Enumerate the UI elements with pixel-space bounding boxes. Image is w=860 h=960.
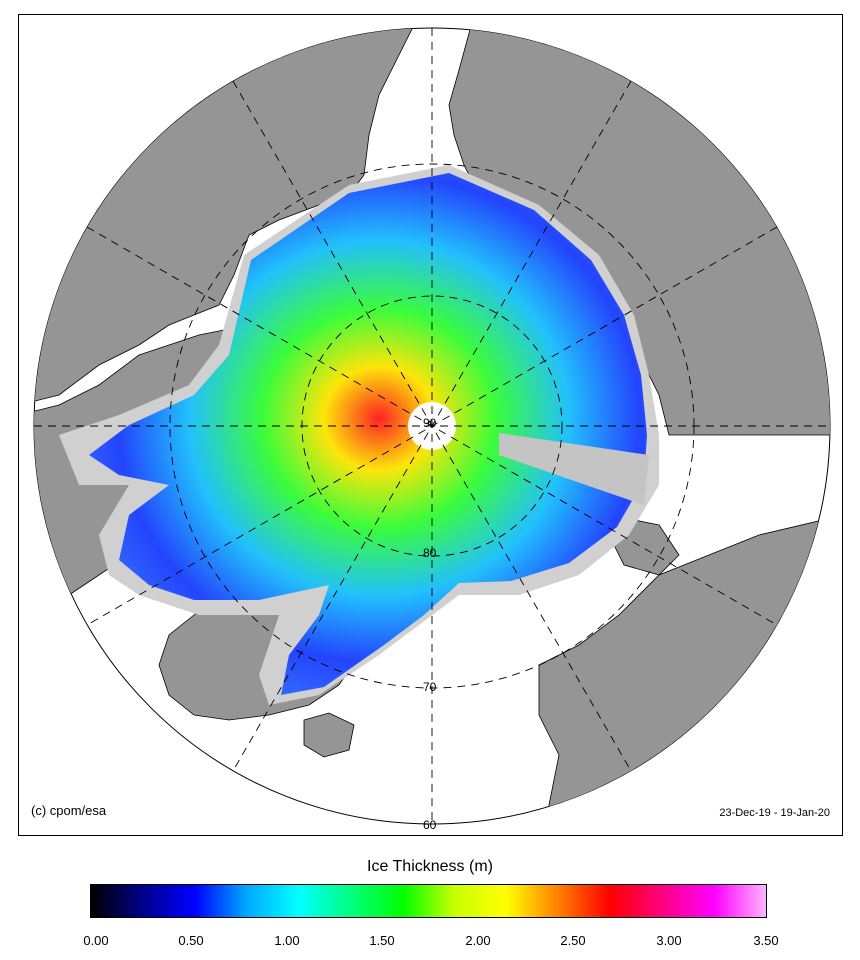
sea-ice-thickness-field [89,173,647,695]
colorbar-tick-label: 0.50 [178,933,204,948]
colorbar [90,884,767,918]
data-gap-wedge [499,433,649,505]
iceland-land [303,712,355,758]
graticule [34,28,830,824]
map-panel: 90 80 70 60 (c) cpom/esa 23-Dec-19 - 19-… [18,14,843,836]
copyright-credit: (c) cpom/esa [31,803,107,818]
colorbar-tick-label: 2.50 [560,933,586,948]
colorbar-tick-label: 1.00 [274,933,300,948]
colorbar-tick-label: 1.50 [369,933,395,948]
polar-map: 90 80 70 60 [33,27,831,832]
colorbar-tick-label: 0.00 [83,933,109,948]
colorbar-tick-label: 3.50 [753,933,779,948]
colorbar-title: Ice Thickness (m) [367,858,493,875]
latitude-label-60: 60 [423,818,437,832]
latitude-label-90: 90 [423,416,437,430]
colorbar-tick-label: 2.00 [465,933,491,948]
latitude-label-80: 80 [423,546,437,560]
date-range: 23-Dec-19 - 19-Jan-20 [719,807,830,819]
colorbar-tick-label: 3.00 [656,933,682,948]
latitude-label-70: 70 [423,680,437,694]
